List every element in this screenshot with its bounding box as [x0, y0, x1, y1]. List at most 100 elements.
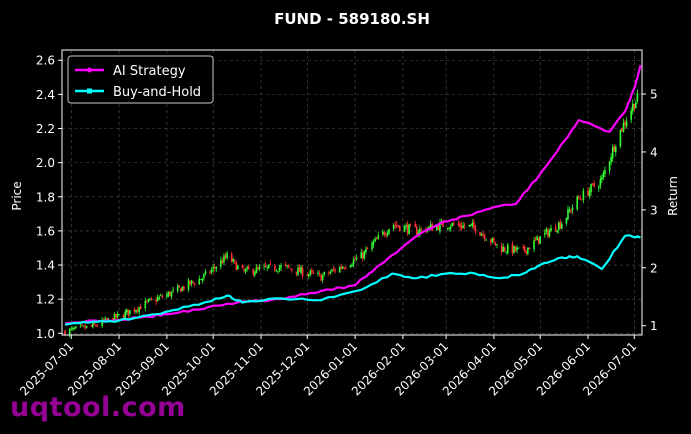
candle-body — [116, 313, 119, 317]
candle-body — [392, 225, 395, 229]
candle-body — [361, 252, 364, 259]
candle-body — [517, 247, 520, 249]
candle-body — [280, 265, 282, 268]
candle-body — [101, 319, 103, 327]
candle-body — [436, 225, 438, 230]
candle-body — [545, 229, 548, 232]
candle-body — [187, 280, 190, 290]
candle-body — [161, 296, 164, 298]
candle-body — [599, 179, 602, 186]
candle-body — [408, 224, 410, 235]
candle-body — [95, 325, 97, 326]
candle-body — [485, 239, 488, 241]
y-tick-label: 1.6 — [36, 224, 55, 238]
candle-body — [318, 273, 321, 274]
candle-body — [415, 226, 418, 235]
candle-body — [611, 147, 614, 159]
legend-marker-ai — [87, 67, 92, 73]
candle-body — [451, 223, 454, 227]
legend-label-ai: AI Strategy — [113, 64, 186, 79]
candle-body — [64, 330, 66, 336]
candle-body — [374, 238, 376, 242]
candle-body — [343, 268, 346, 269]
candle-body — [277, 271, 279, 273]
candle-body — [312, 272, 315, 274]
candle-body — [567, 209, 569, 220]
candle-body — [591, 183, 594, 185]
candle-body — [149, 298, 151, 300]
candle-body — [352, 259, 355, 265]
candle-body — [375, 238, 378, 240]
candle-body — [198, 278, 201, 285]
candle-body — [513, 245, 515, 253]
candle-body — [127, 309, 130, 315]
candle-body — [90, 325, 93, 327]
candle-body — [621, 128, 623, 132]
candle-body — [601, 177, 603, 180]
y-tick-label: 1.4 — [36, 259, 55, 273]
candle-body — [482, 234, 484, 235]
candle-body — [73, 328, 76, 330]
candle-body — [230, 253, 233, 263]
candle-body — [557, 222, 560, 231]
candle-body — [212, 266, 214, 269]
candle-body — [593, 183, 595, 187]
candle-body — [146, 301, 148, 302]
candle-body — [560, 223, 563, 229]
candle-body — [511, 243, 514, 254]
candle-body — [631, 103, 634, 112]
candle-body — [514, 246, 517, 251]
candle-body — [568, 210, 571, 212]
candle-body — [263, 266, 265, 268]
candle-body — [267, 264, 270, 268]
candle-body — [614, 146, 617, 153]
candle-body — [630, 110, 633, 120]
candle-body — [189, 280, 191, 285]
candle-body — [414, 223, 417, 228]
candle-body — [334, 269, 336, 272]
candle-body — [365, 249, 367, 253]
candle-body — [565, 217, 568, 224]
candle-body — [82, 325, 85, 327]
candle-body — [490, 239, 492, 243]
candle-body — [480, 233, 483, 236]
candle-body — [502, 246, 504, 252]
candle-body — [192, 281, 194, 283]
candle-body — [124, 311, 127, 318]
candle-body — [247, 266, 250, 270]
candle-body — [264, 265, 267, 267]
y-axis-left: 1.0 1.2 1.4 1.6 1.8 2.0 2.2 2.4 2.6 — [36, 54, 62, 341]
candle-body — [125, 309, 128, 313]
candle-body — [539, 236, 541, 244]
candle-body — [405, 225, 407, 227]
candle-body — [115, 313, 117, 318]
candle-body — [523, 246, 526, 252]
candle-body — [556, 230, 558, 233]
candle-body — [203, 274, 205, 278]
candle-body — [559, 221, 562, 228]
candle-body — [388, 229, 390, 234]
series-line-ai-strategy — [65, 64, 642, 325]
candle-body — [345, 267, 347, 269]
candle-body — [107, 318, 110, 320]
candle-body — [457, 223, 460, 226]
candle-body — [588, 190, 591, 197]
candle-body — [363, 251, 366, 259]
candle-body — [169, 291, 171, 297]
candle-body — [232, 259, 235, 262]
candle-body — [536, 236, 538, 241]
candle-body — [286, 265, 289, 267]
candle-body — [505, 251, 508, 253]
candle-body — [258, 267, 261, 270]
candle-body — [243, 269, 245, 271]
candle-body — [291, 269, 293, 271]
candle-body — [147, 299, 150, 302]
candle-body — [200, 279, 202, 281]
candle-body — [257, 267, 259, 269]
candle-body — [429, 224, 432, 227]
candle-body — [420, 228, 423, 230]
candle-body — [213, 266, 216, 268]
candle-body — [349, 265, 352, 268]
y2-tick-label: 4 — [650, 145, 658, 159]
